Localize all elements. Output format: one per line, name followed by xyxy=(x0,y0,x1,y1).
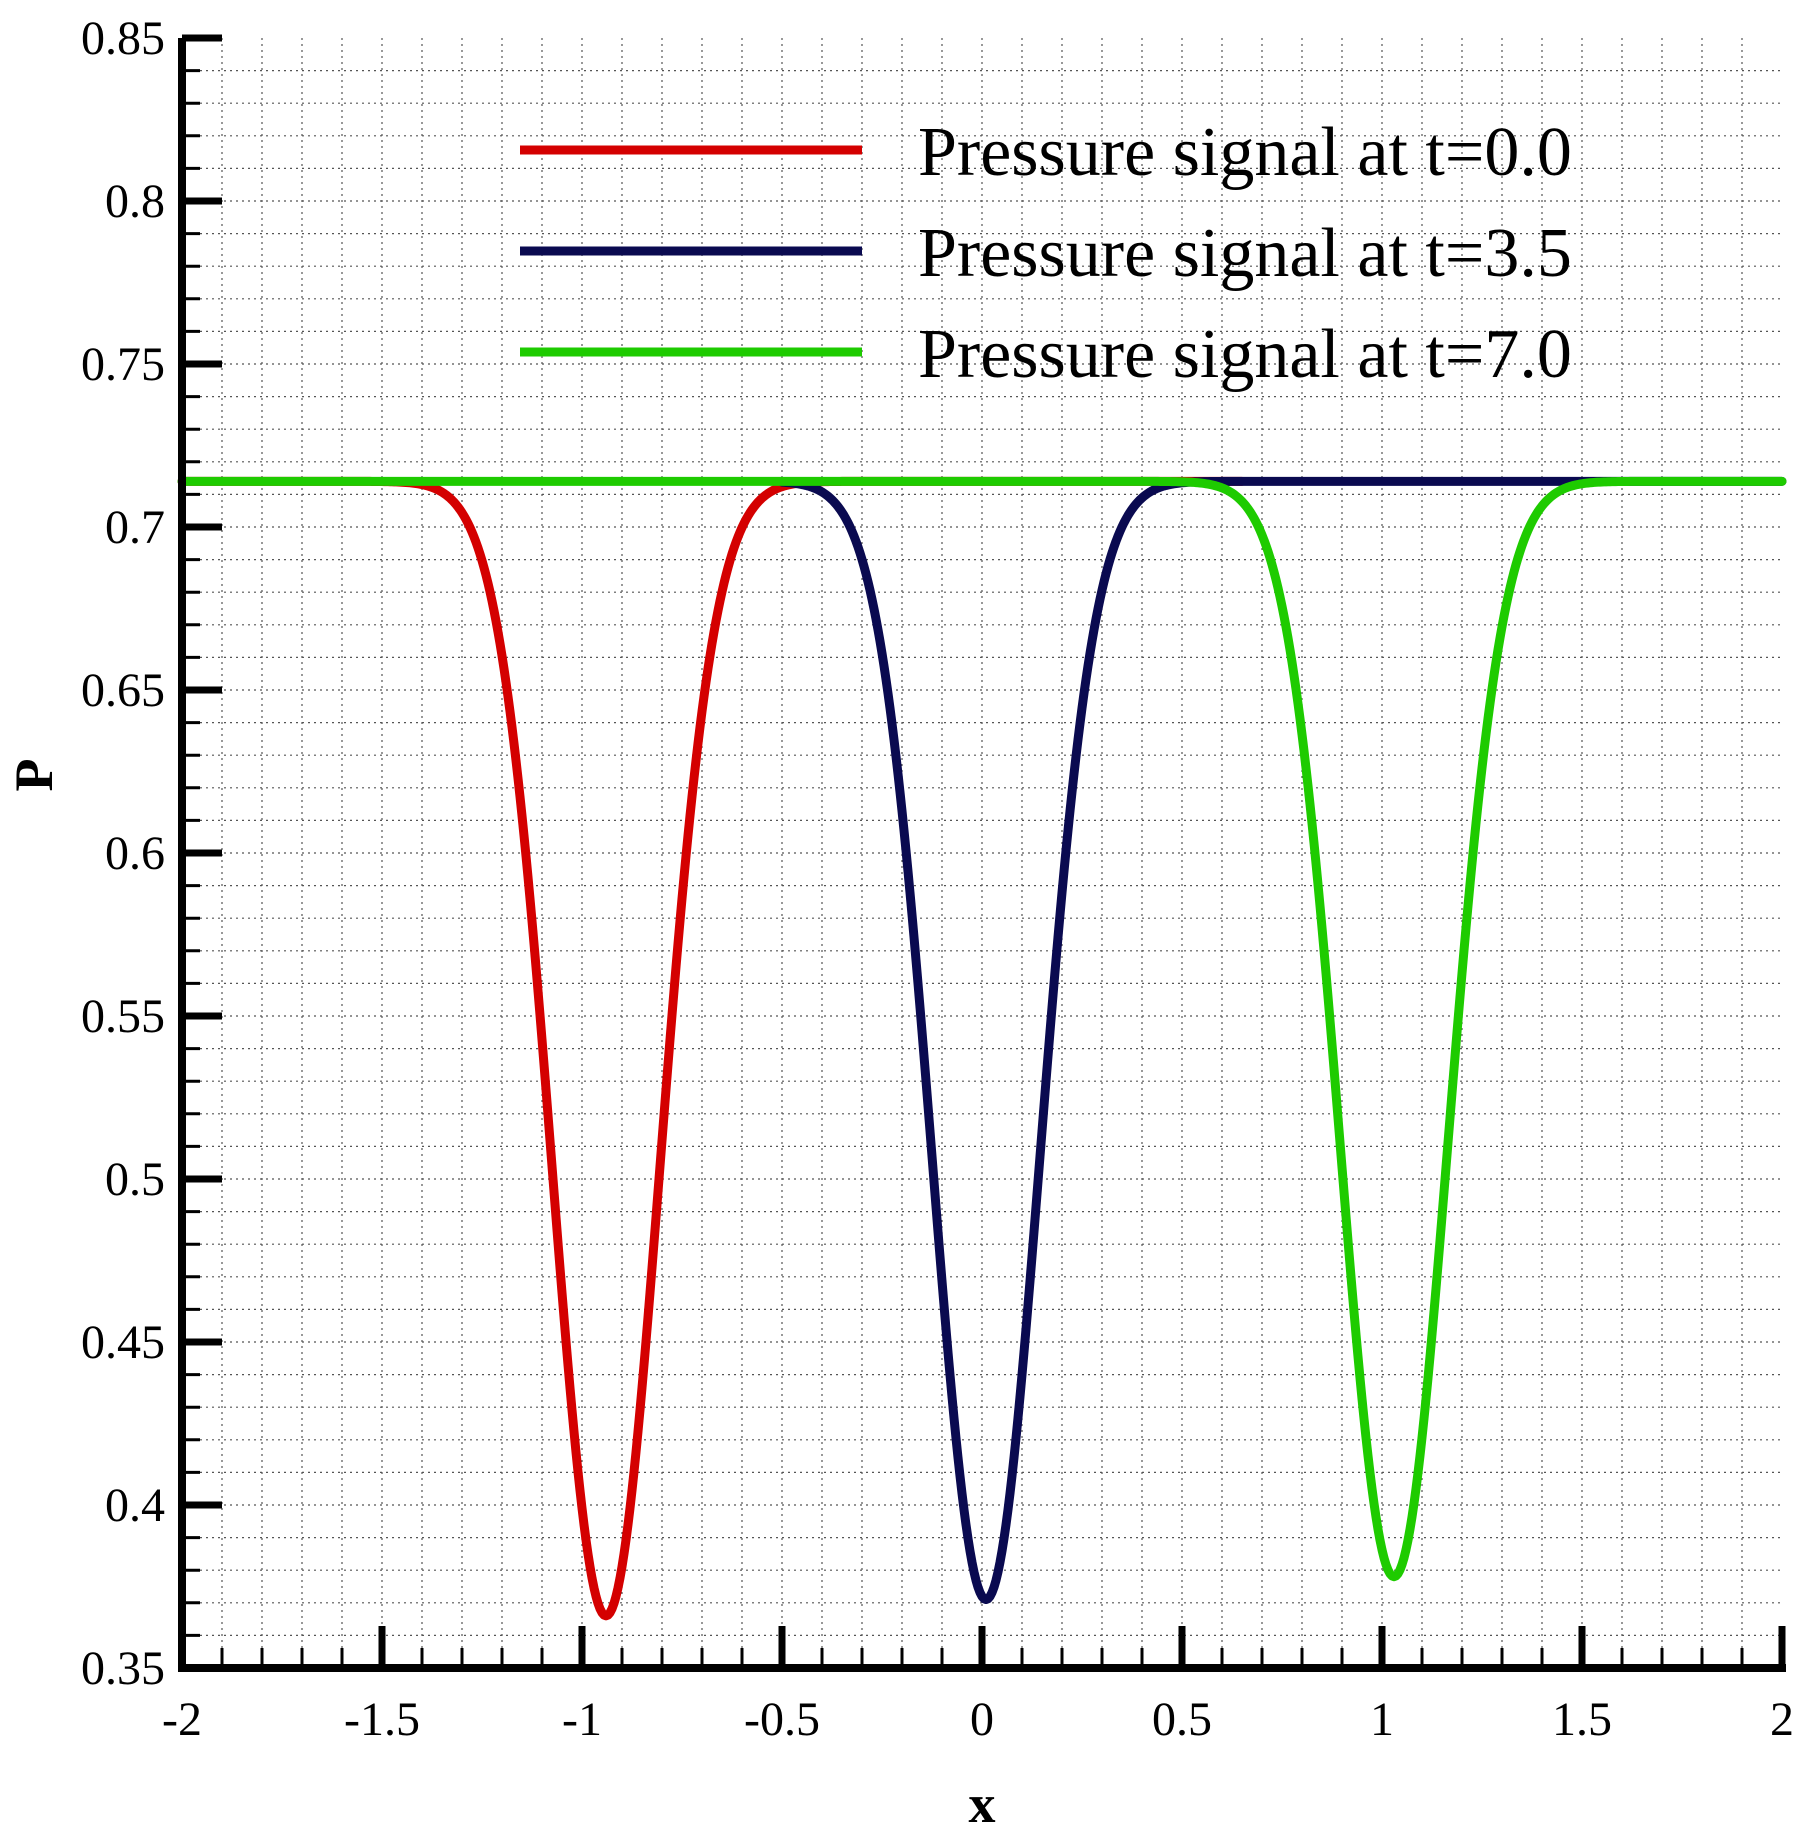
y-tick-label: 0.65 xyxy=(81,664,165,717)
x-tick-label: 1.5 xyxy=(1552,1693,1612,1746)
x-tick-label: -0.5 xyxy=(744,1693,820,1746)
x-tick-label: 1 xyxy=(1370,1693,1394,1746)
y-tick-label: 0.4 xyxy=(105,1479,165,1532)
y-tick-label: 0.55 xyxy=(81,990,165,1043)
y-tick-label: 0.6 xyxy=(105,827,165,880)
x-axis-title: x xyxy=(969,1774,996,1830)
x-tick-label: 0 xyxy=(970,1693,994,1746)
series-line-3 xyxy=(177,476,1787,1582)
x-tick-label: -1 xyxy=(562,1693,602,1746)
legend-label-3: Pressure signal at t=7.0 xyxy=(918,316,1572,393)
y-axis-title: P xyxy=(4,759,64,792)
x-tick-label: 0.5 xyxy=(1152,1693,1212,1746)
y-tick-label: 0.75 xyxy=(81,338,165,391)
axes xyxy=(178,34,1786,1672)
x-tick-label: 2 xyxy=(1770,1693,1794,1746)
y-tick-label: 0.85 xyxy=(81,12,165,65)
y-tick-label: 0.8 xyxy=(105,175,165,228)
y-tick-label: 0.5 xyxy=(105,1153,165,1206)
y-tick-label: 0.45 xyxy=(81,1316,165,1369)
series-line-2 xyxy=(777,476,1787,1605)
x-tick-label: -2 xyxy=(162,1693,202,1746)
legend: Pressure signal at t=0.0 Pressure signal … xyxy=(520,114,1572,393)
legend-label-2: Pressure signal at t=3.5 xyxy=(918,215,1572,292)
x-tick-labels: -2 -1.5 -1 -0.5 0 0.5 1 1.5 2 xyxy=(162,1693,1794,1746)
series-lines xyxy=(177,476,1787,1621)
legend-label-1: Pressure signal at t=0.0 xyxy=(918,114,1572,191)
y-tick-label: 0.7 xyxy=(105,501,165,554)
x-tick-label: -1.5 xyxy=(344,1693,420,1746)
y-tick-label: 0.35 xyxy=(81,1642,165,1695)
y-tick-labels: 0.35 0.4 0.45 0.5 0.55 0.6 0.65 0.7 0.75 0.8 0.85 xyxy=(81,12,165,1695)
